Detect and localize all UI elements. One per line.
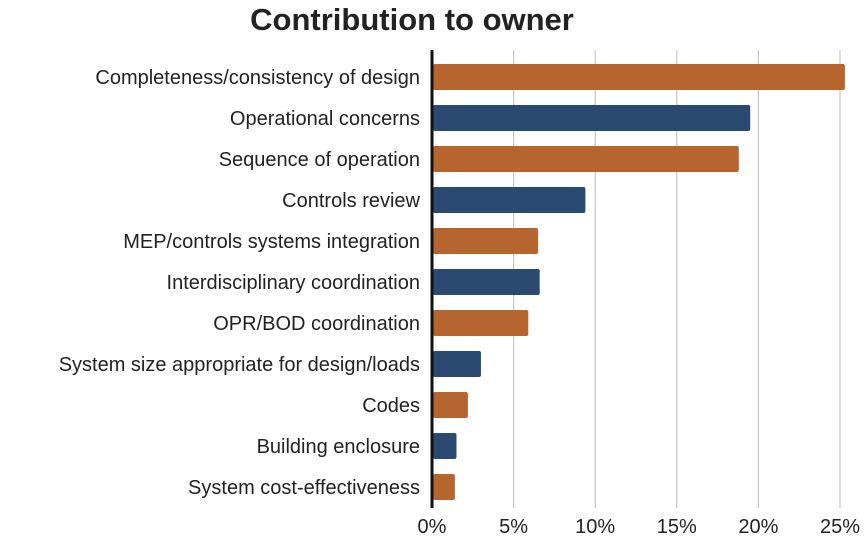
category-label: System size appropriate for design/loads bbox=[59, 354, 420, 376]
category-label: Operational concerns bbox=[230, 108, 420, 130]
bar bbox=[433, 105, 751, 131]
category-label: System cost-effectiveness bbox=[188, 477, 420, 499]
bar bbox=[433, 187, 586, 213]
category-label: Completeness/consistency of design bbox=[95, 67, 420, 89]
x-axis-tick-labels: 0% 5% 10% 15% 20% 25% bbox=[418, 516, 861, 538]
category-label: Codes bbox=[362, 395, 420, 417]
category-labels: Completeness/consistency of design Operat… bbox=[59, 67, 421, 499]
bar bbox=[433, 64, 845, 90]
bar bbox=[433, 228, 539, 254]
bar bbox=[433, 474, 455, 500]
bar bbox=[433, 351, 481, 377]
bar bbox=[433, 433, 457, 459]
bar bbox=[433, 392, 468, 418]
category-label: Sequence of operation bbox=[219, 149, 420, 171]
chart-title: Contribution to owner bbox=[250, 2, 574, 37]
bar bbox=[433, 310, 529, 336]
x-tick-label: 5% bbox=[499, 516, 528, 538]
x-tick-label: 20% bbox=[738, 516, 778, 538]
x-tick-label: 10% bbox=[575, 516, 615, 538]
category-label: Controls review bbox=[282, 190, 420, 212]
x-tick-label: 15% bbox=[657, 516, 697, 538]
bars bbox=[433, 64, 845, 500]
x-tick-label: 0% bbox=[418, 516, 447, 538]
category-label: OPR/BOD coordination bbox=[213, 313, 420, 335]
category-label: Interdisciplinary coordination bbox=[167, 272, 420, 294]
bar bbox=[433, 146, 739, 172]
category-label: Building enclosure bbox=[257, 436, 420, 458]
category-label: MEP/controls systems integration bbox=[123, 231, 420, 253]
bar bbox=[433, 269, 540, 295]
x-tick-label: 25% bbox=[820, 516, 860, 538]
